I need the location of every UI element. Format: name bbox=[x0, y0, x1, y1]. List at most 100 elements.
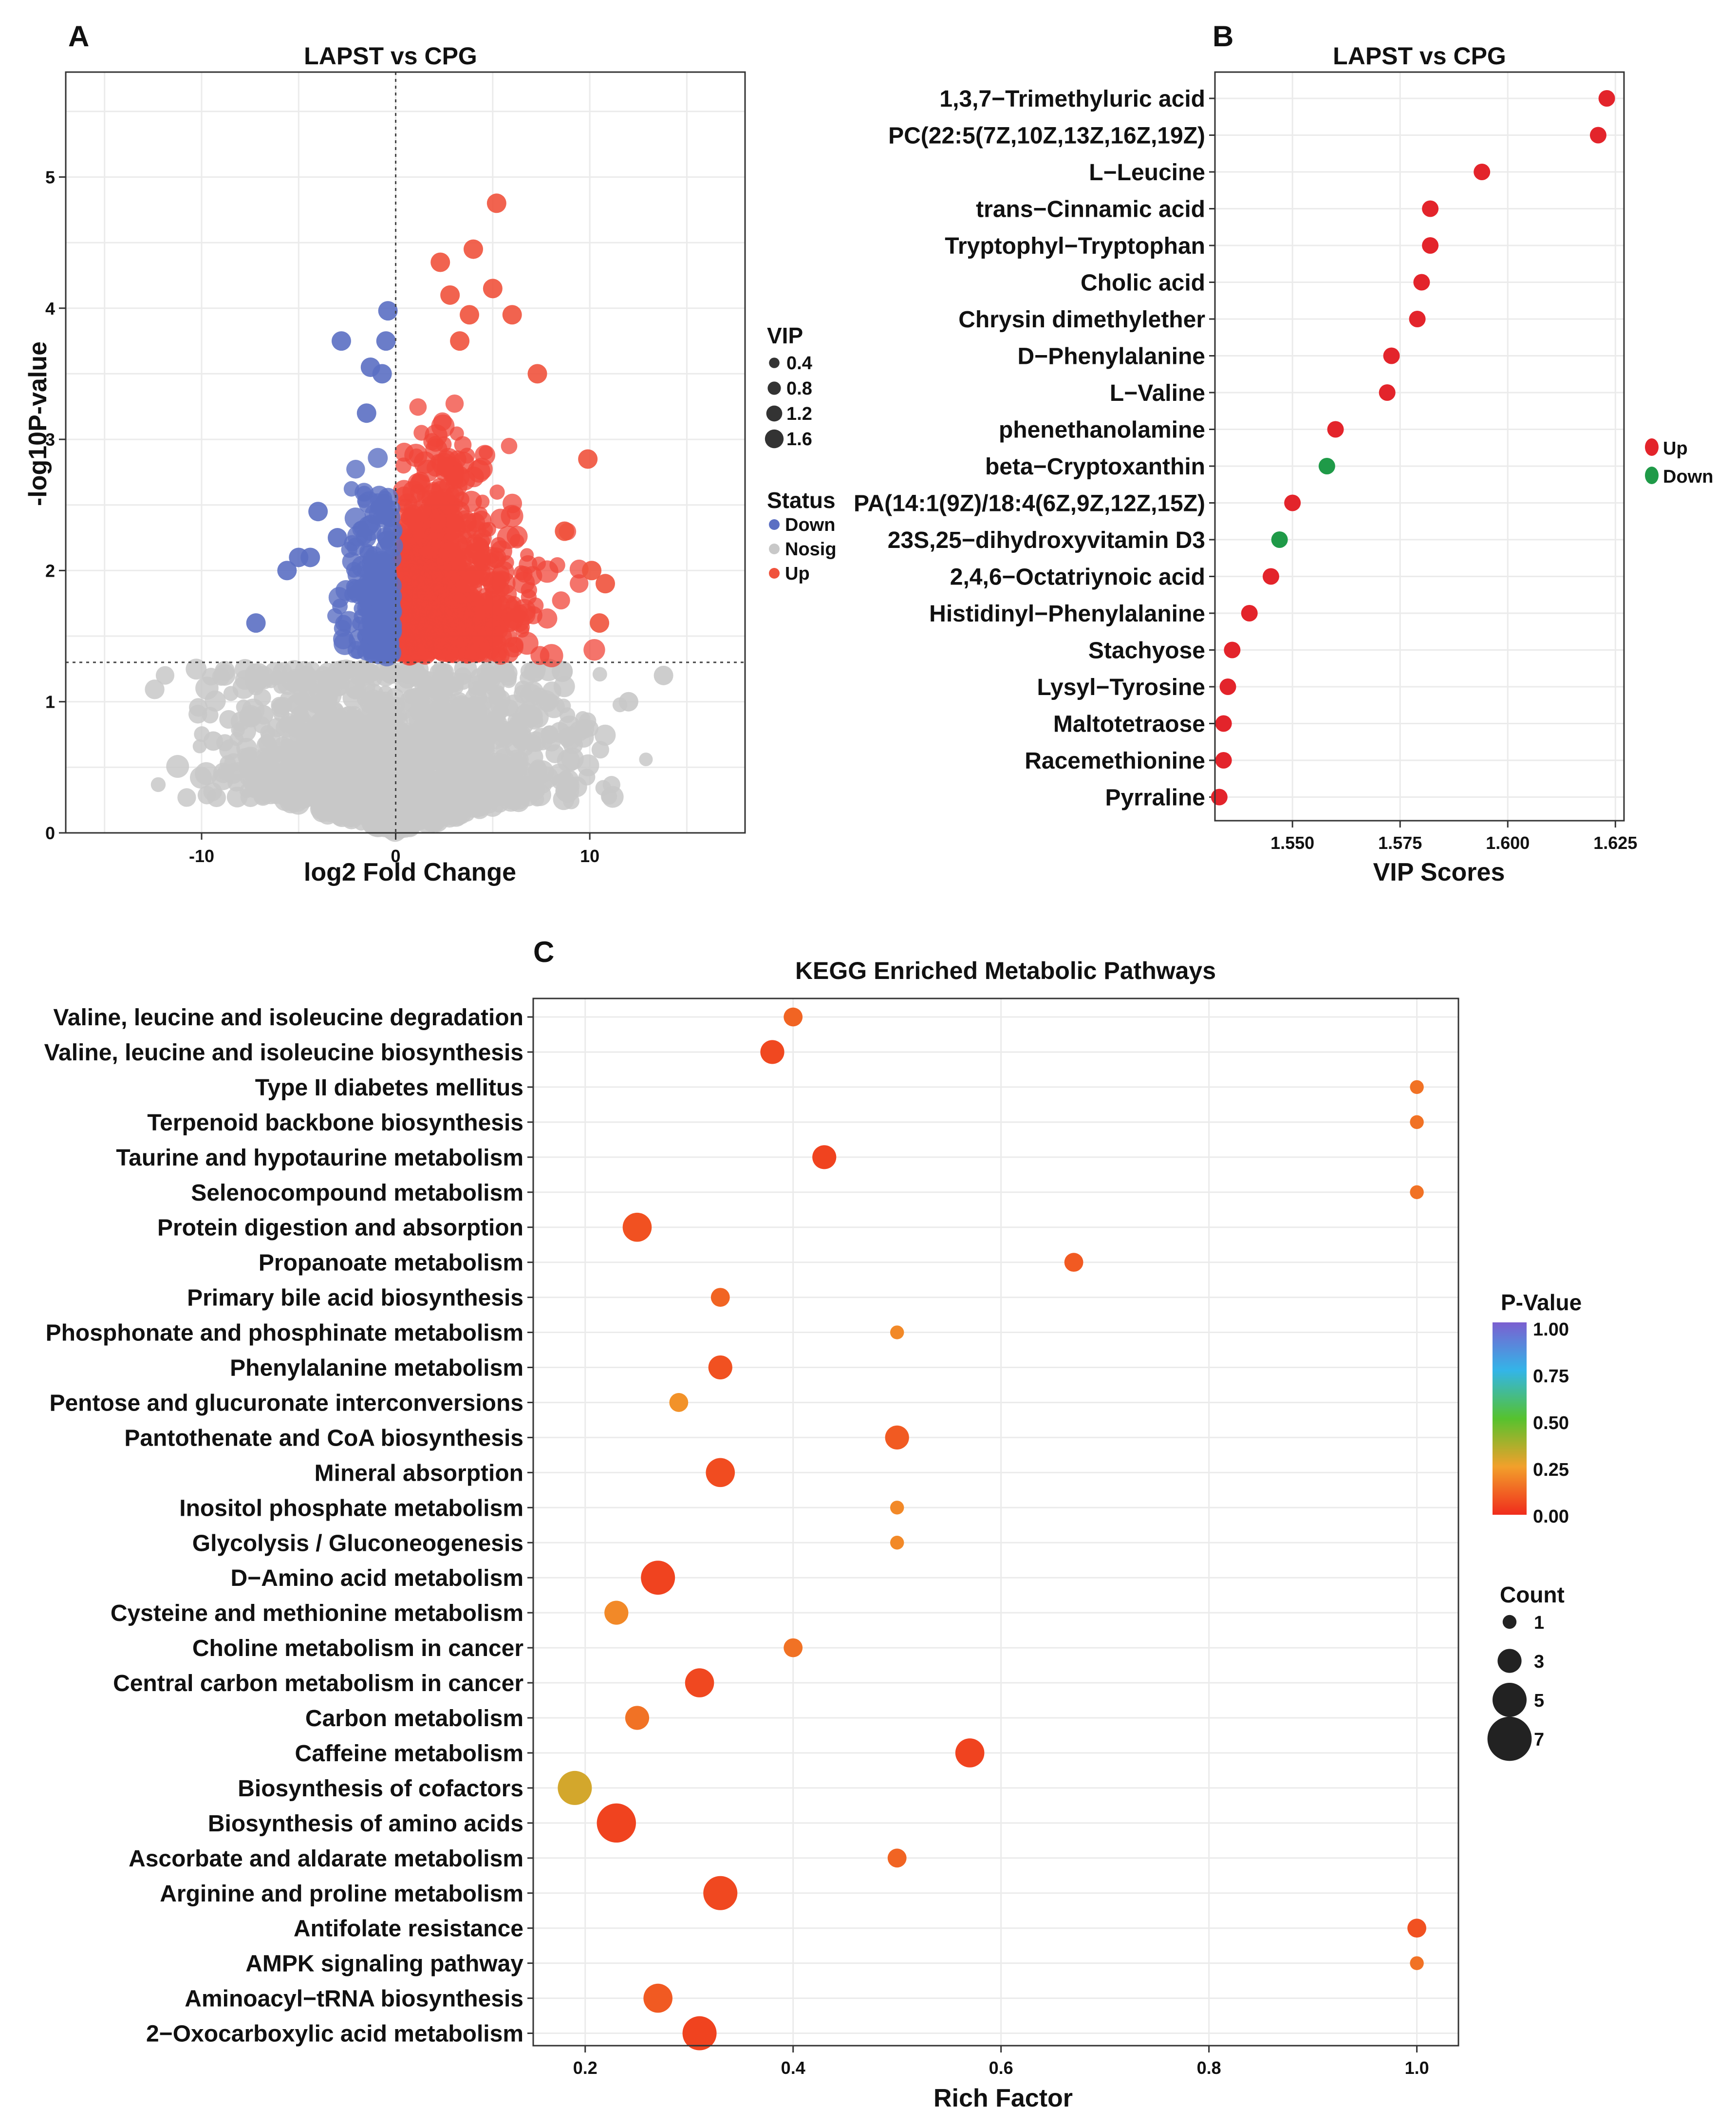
vip-x-ticks: 1.550 1.575 1.600 1.625 bbox=[1270, 821, 1637, 853]
up-point bbox=[455, 548, 474, 567]
status-legend-label: Down bbox=[785, 515, 835, 535]
down-point bbox=[373, 642, 395, 663]
up-point bbox=[471, 563, 491, 583]
volcano-y-tick-label: 5 bbox=[45, 167, 55, 187]
volcano-point-down bbox=[376, 331, 396, 351]
nosig-point bbox=[360, 694, 378, 713]
nosig-point bbox=[561, 747, 584, 771]
vip-point bbox=[1327, 421, 1344, 438]
volcano-point-nosig bbox=[203, 731, 223, 751]
down-point bbox=[343, 481, 359, 497]
kegg-x-tick-label: 0.8 bbox=[1197, 2058, 1221, 2078]
nosig-point bbox=[592, 667, 607, 682]
kegg-bubble bbox=[643, 1983, 672, 2013]
vip-x-axis-title: VIP Scores bbox=[1373, 858, 1505, 886]
nosig-point bbox=[348, 735, 362, 749]
status-legend-dot bbox=[769, 519, 780, 530]
volcano-point-down bbox=[356, 403, 376, 423]
kegg-bubble bbox=[641, 1561, 675, 1595]
nosig-point bbox=[431, 788, 452, 809]
vip-category-label: beta−Cryptoxanthin bbox=[985, 454, 1205, 480]
panel-label-a: A bbox=[68, 20, 89, 53]
kegg-bubble bbox=[1410, 1115, 1424, 1129]
vip-category-label: Racemethionine bbox=[1025, 748, 1205, 774]
kegg-pathway-label: 2−Oxocarboxylic acid metabolism bbox=[146, 2021, 523, 2047]
vip-legend-dot bbox=[1645, 467, 1659, 484]
kegg-pathway-label: Aminoacyl−tRNA biosynthesis bbox=[185, 1986, 523, 2012]
up-point bbox=[401, 567, 415, 582]
kegg-x-tick-label: 0.2 bbox=[573, 2058, 597, 2078]
up-point bbox=[431, 633, 455, 656]
volcano-down-cloud bbox=[327, 448, 403, 667]
nosig-point bbox=[227, 773, 245, 792]
nosig-point bbox=[391, 817, 411, 838]
nosig-point bbox=[439, 718, 459, 737]
up-point bbox=[452, 596, 475, 619]
kegg-x-tick-label: 0.4 bbox=[781, 2058, 805, 2078]
vip-legend-dot bbox=[767, 381, 781, 395]
nosig-point bbox=[276, 717, 296, 738]
up-point bbox=[490, 508, 511, 529]
volcano-point-nosig bbox=[618, 692, 638, 712]
volcano-point-nosig bbox=[653, 665, 673, 685]
nosig-point bbox=[421, 807, 445, 830]
nosig-point bbox=[360, 800, 380, 820]
vip-point bbox=[1379, 384, 1396, 401]
vip-point bbox=[1413, 274, 1430, 291]
nosig-point bbox=[473, 758, 491, 776]
down-point bbox=[377, 488, 398, 508]
volcano-nosig-cloud bbox=[145, 657, 653, 842]
volcano-point-down bbox=[378, 301, 398, 321]
vip-point bbox=[1262, 568, 1279, 585]
nosig-point bbox=[362, 746, 376, 760]
vip-point bbox=[1211, 789, 1228, 806]
nosig-point bbox=[310, 694, 332, 715]
nosig-point bbox=[279, 757, 301, 779]
kegg-bubble bbox=[710, 1288, 730, 1307]
up-point bbox=[426, 621, 443, 638]
vip-plot-frame bbox=[1214, 71, 1625, 822]
nosig-point bbox=[186, 659, 207, 680]
vip-category-label: D−Phenylalanine bbox=[1018, 344, 1205, 370]
pvalue-legend-label: 0.25 bbox=[1533, 1460, 1569, 1480]
count-legend: 1 3 5 7 bbox=[1487, 1613, 1544, 1761]
nosig-point bbox=[558, 727, 577, 747]
status-legend: Down Nosig Up bbox=[769, 515, 837, 584]
nosig-point bbox=[581, 719, 599, 737]
vip-category-label: L−Valine bbox=[1110, 380, 1205, 406]
volcano-point-up bbox=[460, 305, 480, 325]
down-point bbox=[365, 625, 386, 647]
vip-point bbox=[1224, 641, 1241, 659]
vip-point bbox=[1409, 311, 1426, 327]
volcano-point-up bbox=[590, 613, 610, 633]
vip-category-label: 23S,25−dihydroxyvitamin D3 bbox=[888, 527, 1205, 553]
kegg-pathway-label: Mineral absorption bbox=[315, 1460, 523, 1486]
volcano-point-up bbox=[527, 364, 547, 384]
up-point bbox=[467, 622, 485, 640]
nosig-point bbox=[253, 666, 274, 687]
vip-point bbox=[1598, 90, 1615, 107]
up-point bbox=[537, 608, 558, 629]
kegg-pathway-label: Antifolate resistance bbox=[294, 1916, 523, 1942]
vip-category-label: Pyrraline bbox=[1105, 785, 1205, 811]
volcano-point-up bbox=[596, 574, 616, 594]
kegg-pathway-label: Taurine and hypotaurine metabolism bbox=[116, 1145, 523, 1171]
up-point bbox=[479, 445, 493, 460]
vip-category-label: Lysyl−Tyrosine bbox=[1037, 675, 1206, 700]
volcano-point-down bbox=[300, 547, 320, 567]
down-point bbox=[359, 577, 377, 594]
nosig-point bbox=[295, 661, 314, 679]
kegg-pathway-label: Carbon metabolism bbox=[305, 1706, 523, 1732]
nosig-point bbox=[177, 788, 196, 807]
vip-x-tick-label: 1.550 bbox=[1270, 833, 1314, 853]
nosig-point bbox=[639, 753, 653, 767]
vip-category-label: trans−Cinnamic acid bbox=[976, 197, 1205, 223]
kegg-pathway-label: Caffeine metabolism bbox=[295, 1741, 523, 1767]
vip-point bbox=[1241, 605, 1258, 621]
kegg-bubble bbox=[890, 1536, 904, 1550]
up-point bbox=[458, 562, 476, 580]
vip-point bbox=[1318, 458, 1335, 474]
up-point bbox=[504, 599, 521, 616]
up-point bbox=[403, 505, 423, 524]
nosig-point bbox=[150, 777, 166, 792]
